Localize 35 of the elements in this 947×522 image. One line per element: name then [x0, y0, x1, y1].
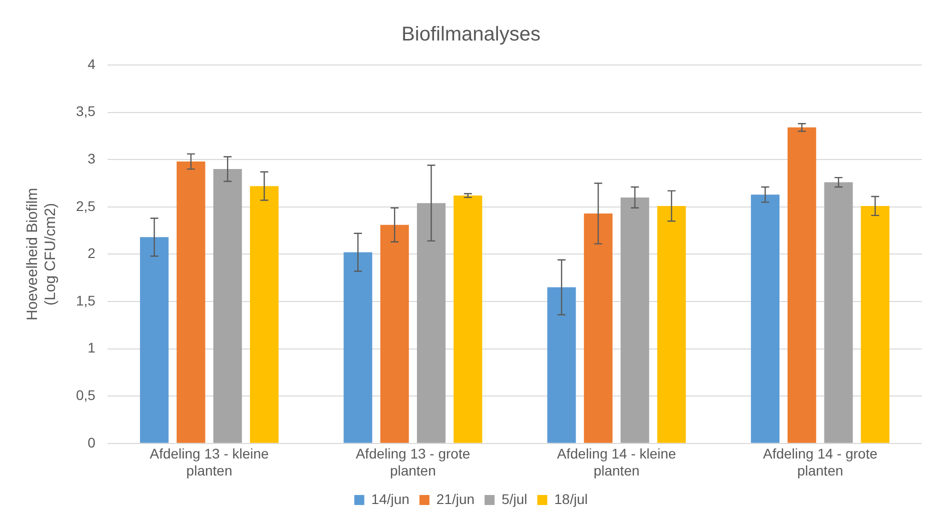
bar	[860, 206, 890, 443]
legend-label: 18/jul	[554, 490, 588, 507]
bar	[750, 194, 780, 443]
x-tick-label: Afdeling 13 - grote planten	[356, 446, 470, 478]
bar	[788, 127, 816, 443]
legend-label: 5/jul	[502, 490, 528, 507]
bar	[176, 161, 206, 443]
bar	[547, 287, 576, 443]
y-tick-label: 0	[88, 434, 96, 450]
bar	[213, 169, 242, 443]
y-axis-title: Hoeveelheid Biofilm (Log CFU/cm2)	[24, 188, 60, 320]
y-tick-label: 1,5	[76, 292, 96, 308]
bar	[620, 197, 650, 443]
bar	[824, 182, 853, 443]
bar	[584, 214, 613, 443]
x-tick-label: Afdeling 14 - grote planten	[762, 446, 878, 478]
bar	[140, 237, 169, 443]
y-tick-label: 1	[88, 340, 96, 356]
x-tick-label: Afdeling 14 - kleine planten	[557, 446, 676, 478]
y-tick-label: 2	[88, 245, 96, 262]
y-tick-label: 2,5	[76, 198, 96, 214]
bar	[380, 224, 409, 443]
bar	[657, 206, 686, 443]
legend-label: 14/jun	[371, 490, 410, 507]
bar	[416, 203, 446, 443]
legend-label: 21/jun	[436, 490, 475, 507]
y-tick-label: 0,5	[76, 386, 96, 403]
y-tick-label: 3,5	[76, 103, 96, 120]
bar	[344, 252, 372, 443]
x-tick-label: Afdeling 13 - kleine planten	[150, 446, 270, 478]
bar	[454, 196, 482, 443]
y-tick-label: 4	[88, 56, 96, 72]
bar	[250, 186, 279, 443]
y-tick-label: 3	[88, 150, 96, 166]
chart-title: Biofilmanalyses	[402, 24, 540, 46]
